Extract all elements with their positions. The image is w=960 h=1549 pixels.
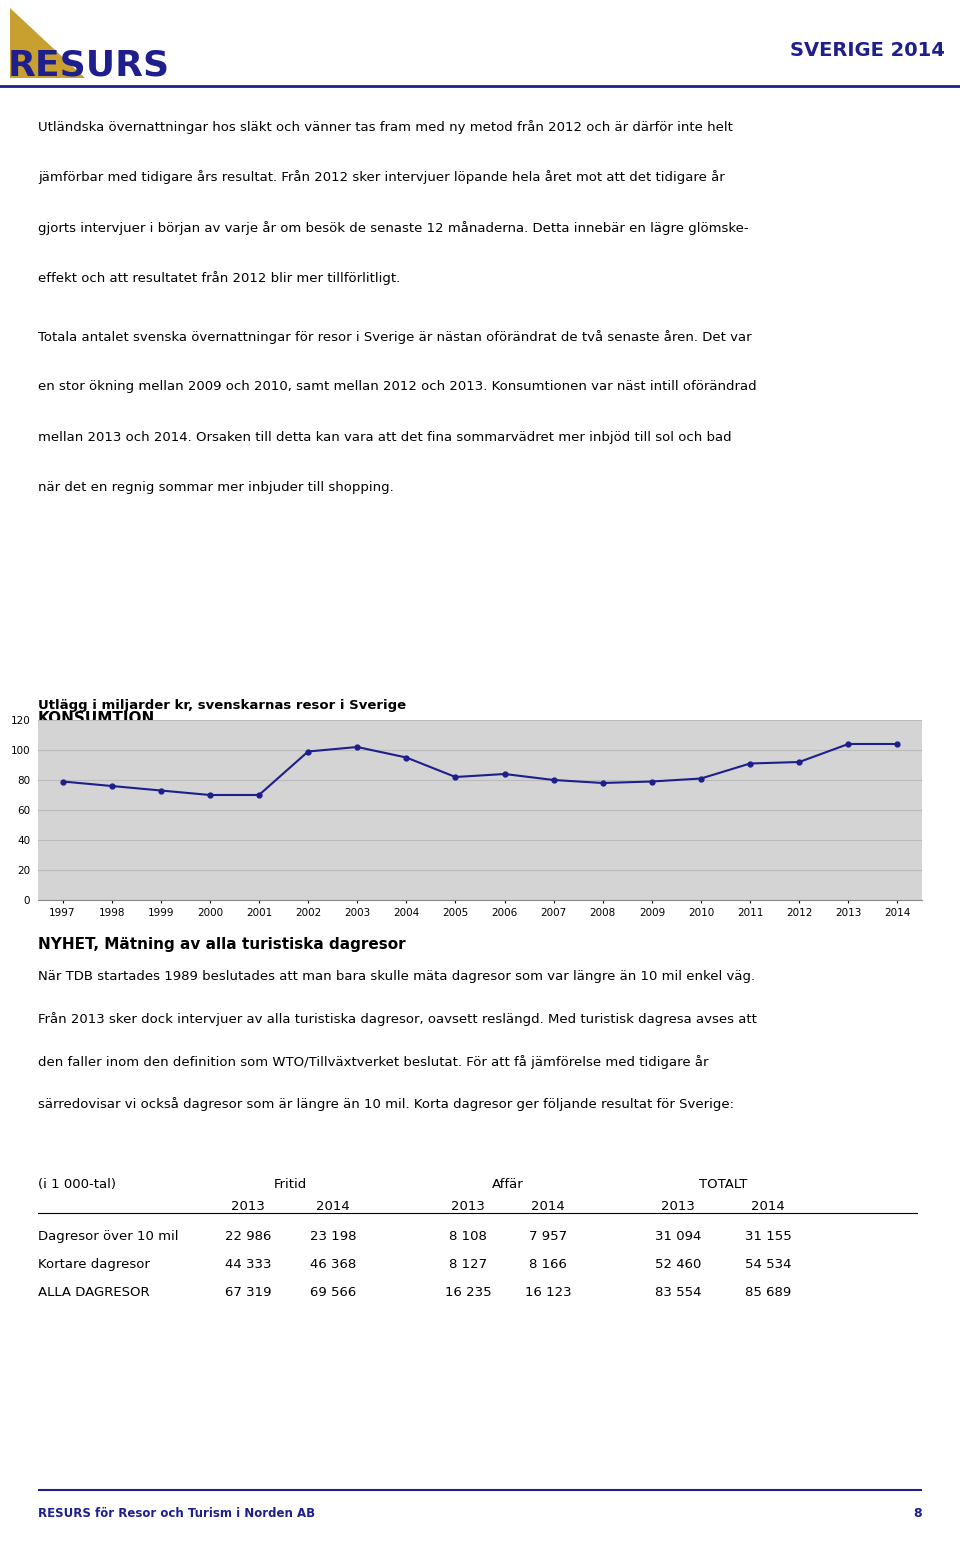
Text: 8: 8 [913,1507,922,1520]
Text: en stor ökning mellan 2009 och 2010, samt mellan 2012 och 2013. Konsumtionen var: en stor ökning mellan 2009 och 2010, sam… [38,381,756,393]
Text: 16 123: 16 123 [525,1286,571,1300]
Text: 69 566: 69 566 [310,1286,356,1300]
Text: 2013: 2013 [661,1200,695,1213]
Text: gjorts intervjuer i början av varje år om besök de senaste 12 månaderna. Detta i: gjorts intervjuer i början av varje år o… [38,220,749,234]
Text: 85 689: 85 689 [745,1286,791,1300]
Text: 46 368: 46 368 [310,1258,356,1272]
Text: 52 460: 52 460 [655,1258,701,1272]
Text: 67 319: 67 319 [225,1286,272,1300]
Text: 7 957: 7 957 [529,1230,567,1242]
Text: Kortare dagresor: Kortare dagresor [38,1258,150,1272]
Text: Fritid: Fritid [274,1177,307,1191]
Text: 22 986: 22 986 [225,1230,271,1242]
Text: 2014: 2014 [751,1200,785,1213]
Text: RESURS för Resor och Turism i Norden AB: RESURS för Resor och Turism i Norden AB [38,1507,315,1520]
Text: 2014: 2014 [531,1200,564,1213]
Text: när det en regnig sommar mer inbjuder till shopping.: när det en regnig sommar mer inbjuder ti… [38,482,394,494]
Text: 31 094: 31 094 [655,1230,701,1242]
Text: 8 127: 8 127 [449,1258,487,1272]
Polygon shape [10,8,85,77]
Text: särredovisar vi också dagresor som är längre än 10 mil. Korta dagresor ger följa: särredovisar vi också dagresor som är lä… [38,1097,734,1111]
Text: Affär: Affär [492,1177,524,1191]
Text: mellan 2013 och 2014. Orsaken till detta kan vara att det fina sommarvädret mer : mellan 2013 och 2014. Orsaken till detta… [38,431,732,443]
Text: jämförbar med tidigare års resultat. Från 2012 sker intervjuer löpande hela året: jämförbar med tidigare års resultat. Frå… [38,170,725,184]
Text: Totala antalet svenska övernattningar för resor i Sverige är nästan oförändrat d: Totala antalet svenska övernattningar fö… [38,330,752,344]
Text: 54 534: 54 534 [745,1258,791,1272]
Text: 2014: 2014 [316,1200,349,1213]
Text: 31 155: 31 155 [745,1230,791,1242]
Text: 23 198: 23 198 [310,1230,356,1242]
Text: RESURS: RESURS [8,50,170,84]
Text: 2013: 2013 [231,1200,265,1213]
Text: 16 235: 16 235 [444,1286,492,1300]
Text: 44 333: 44 333 [225,1258,272,1272]
Text: Utländska övernattningar hos släkt och vänner tas fram med ny metod från 2012 oc: Utländska övernattningar hos släkt och v… [38,119,732,133]
Text: 8 108: 8 108 [449,1230,487,1242]
Text: 83 554: 83 554 [655,1286,701,1300]
Text: När TDB startades 1989 beslutades att man bara skulle mäta dagresor som var läng: När TDB startades 1989 beslutades att ma… [38,970,756,984]
Text: Utlägg i miljarder kr, svenskarnas resor i Sverige: Utlägg i miljarder kr, svenskarnas resor… [38,699,406,713]
Text: ALLA DAGRESOR: ALLA DAGRESOR [38,1286,150,1300]
Text: SVERIGE 2014: SVERIGE 2014 [790,40,945,60]
Text: 8 166: 8 166 [529,1258,567,1272]
Text: effekt och att resultatet från 2012 blir mer tillförlitligt.: effekt och att resultatet från 2012 blir… [38,271,400,285]
Text: Från 2013 sker dock intervjuer av alla turistiska dagresor, oavsett reslängd. Me: Från 2013 sker dock intervjuer av alla t… [38,1013,756,1027]
Text: KONSUMTION: KONSUMTION [38,711,156,726]
Text: NYHET, Mätning av alla turistiska dagresor: NYHET, Mätning av alla turistiska dagres… [38,937,406,953]
Text: Dagresor över 10 mil: Dagresor över 10 mil [38,1230,179,1242]
Text: TOTALT: TOTALT [699,1177,747,1191]
Text: den faller inom den definition som WTO/Tillväxtverket beslutat. För att få jämfö: den faller inom den definition som WTO/T… [38,1055,708,1069]
Text: 2013: 2013 [451,1200,485,1213]
Text: (i 1 000-tal): (i 1 000-tal) [38,1177,116,1191]
